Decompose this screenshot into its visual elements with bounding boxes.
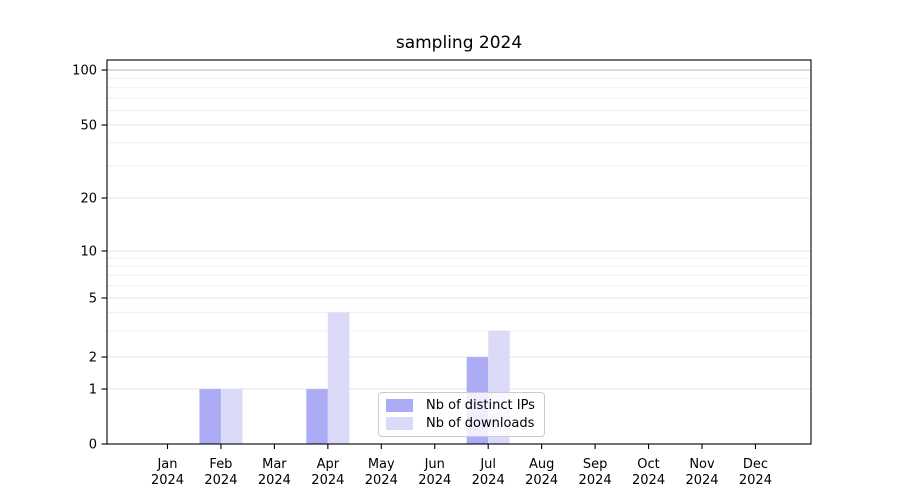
x-tick-label-year: 2024 — [685, 473, 718, 488]
legend-label-downloads: Nb of downloads — [426, 416, 535, 431]
legend-entry-downloads: Nb of downloads — [386, 416, 536, 431]
legend-swatch-distinct-ips — [386, 399, 413, 412]
x-tick-label-month: Jul — [479, 457, 496, 472]
y-tick-label: 2 — [89, 351, 97, 366]
x-tick-label-month: Dec — [743, 457, 768, 472]
x-tick-label-year: 2024 — [579, 473, 612, 488]
x-tick-label-year: 2024 — [739, 473, 772, 488]
x-tick-label-year: 2024 — [258, 473, 291, 488]
bar-nb-of-downloads-apr — [327, 312, 350, 444]
x-tick-label-month: May — [368, 457, 395, 472]
y-tick-label: 1 — [89, 383, 97, 398]
y-tick-label: 20 — [80, 192, 97, 207]
y-tick-label: 10 — [80, 245, 97, 260]
x-tick-label-year: 2024 — [151, 473, 184, 488]
legend-label-distinct-ips: Nb of distinct IPs — [426, 398, 535, 413]
x-tick-label-year: 2024 — [418, 473, 451, 488]
y-tick-label: 50 — [80, 119, 97, 134]
x-tick-label-month: Mar — [262, 457, 287, 472]
x-tick-label-month: Jun — [424, 457, 445, 472]
legend-swatch-downloads — [386, 417, 413, 430]
x-tick-label-year: 2024 — [472, 473, 505, 488]
x-tick-label-year: 2024 — [365, 473, 398, 488]
x-tick-label-month: Sep — [583, 457, 608, 472]
x-tick-label-month: Jan — [156, 457, 177, 472]
legend-entry-distinct-ips: Nb of distinct IPs — [386, 398, 536, 413]
legend: Nb of distinct IPs Nb of downloads — [378, 392, 545, 437]
bar-nb-of-distinct-ips-feb — [199, 389, 221, 444]
y-tick-label: 5 — [89, 292, 97, 307]
x-tick-label-year: 2024 — [632, 473, 665, 488]
plot-frame — [106, 59, 812, 445]
chart-title: sampling 2024 — [395, 33, 523, 53]
bar-nb-of-distinct-ips-apr — [306, 389, 328, 444]
x-tick-label-month: Feb — [209, 457, 232, 472]
x-tick-label-year: 2024 — [204, 473, 237, 488]
x-tick-label-month: Oct — [637, 457, 659, 472]
x-tick-label-month: Nov — [689, 457, 715, 472]
y-tick-label: 0 — [89, 438, 97, 453]
x-tick-label-year: 2024 — [311, 473, 344, 488]
x-tick-label-month: Aug — [529, 457, 554, 472]
x-tick-label-year: 2024 — [525, 473, 558, 488]
y-tick-label: 100 — [72, 64, 97, 79]
bar-nb-of-downloads-feb — [220, 389, 243, 444]
x-tick-label-month: Apr — [317, 457, 340, 472]
